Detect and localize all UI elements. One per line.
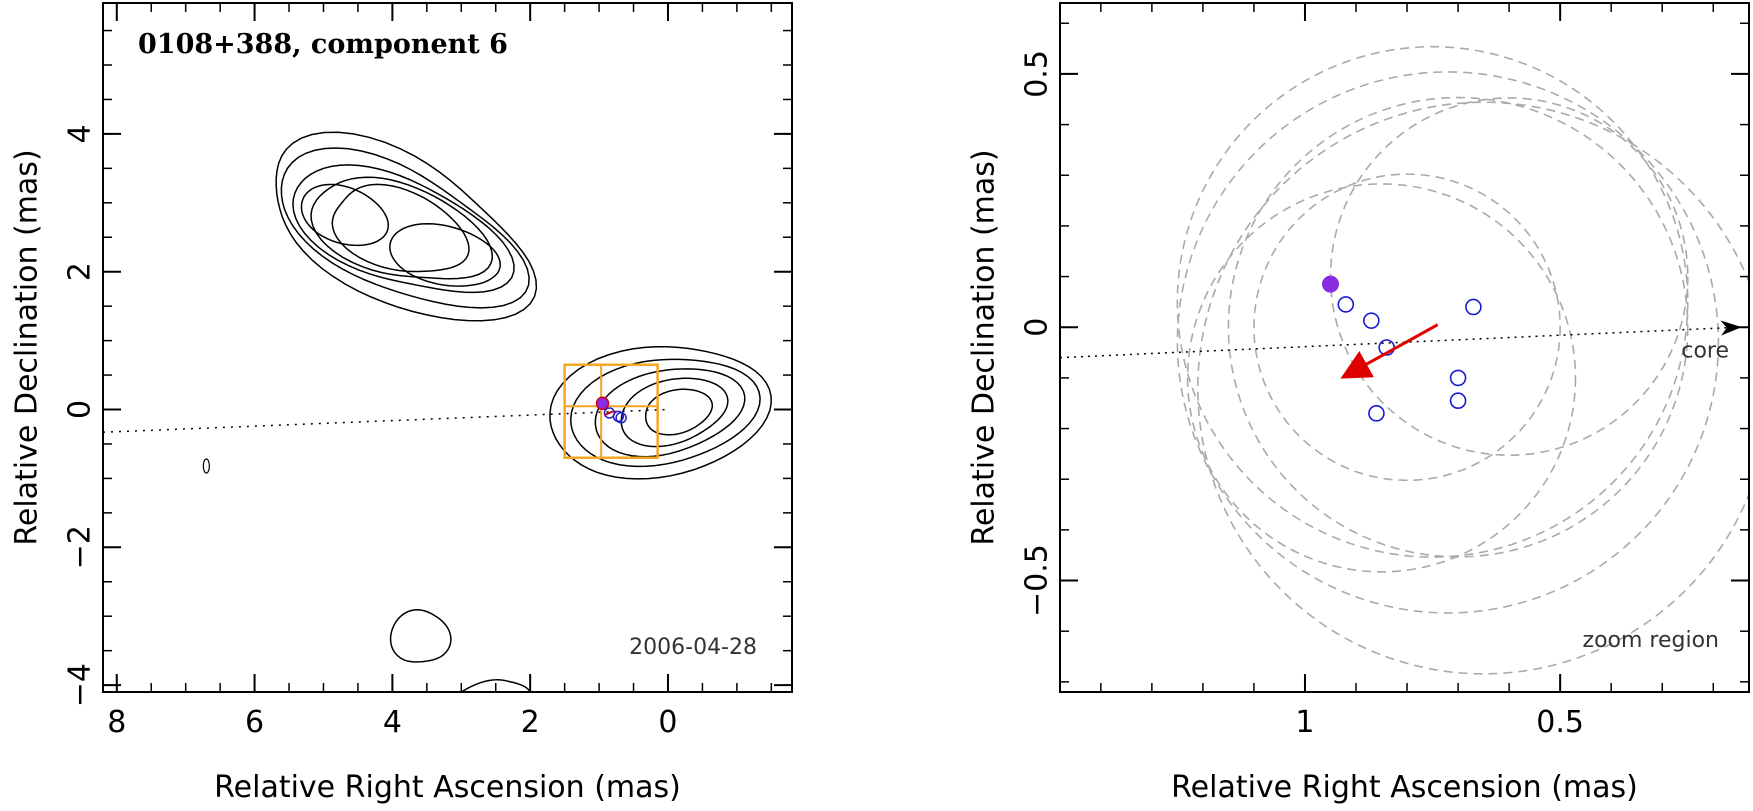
beam-circle — [1253, 173, 1561, 482]
left-panel: 0108+388, component 6 2006-04-28 8 6 4 2 0 4 2 0 −… — [10, 2, 793, 805]
left-xtick-label: 2 — [521, 705, 540, 740]
beam-circle — [1227, 96, 1689, 558]
motion-arrow — [1340, 323, 1439, 379]
zoom-region-label: zoom region — [1583, 628, 1719, 653]
jet-axis-line — [1060, 320, 1742, 359]
right-xlabel: Relative Right Ascension (mas) — [1171, 770, 1638, 805]
contour-small-island — [202, 458, 210, 474]
contour-northern-lobe — [280, 147, 530, 309]
motion-arrow-small — [604, 409, 615, 416]
right-xtick-label: 0.5 — [1536, 705, 1584, 740]
left-xtick-label: 6 — [245, 705, 264, 740]
right-ytick-label: 0.5 — [1020, 50, 1055, 98]
contour-northern-lobe — [331, 183, 470, 273]
left-plot-area — [103, 131, 772, 692]
contour-northern-lobe — [292, 164, 515, 294]
contour-core-region — [644, 388, 714, 436]
right-ytick-label: −0.5 — [1020, 544, 1055, 617]
open-point — [1363, 312, 1380, 329]
zoom-box — [563, 363, 659, 459]
open-point — [1449, 392, 1467, 409]
left-xtick-label: 0 — [658, 705, 677, 740]
right-frame — [1059, 2, 1750, 693]
left-ytick-label: −2 — [63, 525, 98, 569]
left-ylabel: Relative Declination (mas) — [10, 149, 45, 545]
right-ytick-label: 0 — [1020, 318, 1055, 337]
jet-axis-line — [103, 408, 669, 433]
right-xtick-label: 1 — [1295, 705, 1314, 740]
contour-core-region — [594, 368, 746, 458]
left-ytick-label: 2 — [63, 262, 98, 281]
left-ytick-label: −4 — [63, 663, 98, 707]
filled-point — [1321, 275, 1339, 293]
contour-northern-lobe — [275, 131, 538, 322]
contour-core-region — [570, 358, 761, 468]
open-point — [1449, 369, 1467, 387]
left-xtick-label: 8 — [107, 705, 126, 740]
open-point — [1368, 405, 1385, 422]
component-marker — [615, 412, 627, 424]
beam-circle — [1186, 183, 1577, 573]
left-xlabel: Relative Right Ascension (mas) — [214, 770, 681, 805]
contour-northern-lobe — [310, 176, 494, 280]
epoch-label: 2006-04-28 — [629, 635, 757, 660]
chart-title: 0108+388, component 6 — [138, 29, 508, 60]
core-label: core — [1681, 339, 1729, 364]
right-panel: core zoom region 1 0.5 0.5 0 −0.5 Relative Righ… — [967, 2, 1750, 805]
open-point — [1337, 296, 1355, 313]
beam-circle — [1176, 71, 1720, 614]
beam-circle — [1329, 97, 1689, 457]
contour-southern-blob — [389, 609, 452, 663]
component-marker — [595, 396, 610, 411]
right-ylabel: Relative Declination (mas) — [967, 149, 1002, 545]
left-xtick-label: 4 — [383, 705, 402, 740]
contour-northern-lobe-inner — [389, 222, 501, 287]
open-point — [1465, 298, 1482, 316]
left-frame — [102, 2, 793, 693]
beam-circle — [1176, 45, 1689, 558]
contour-core-region — [620, 377, 729, 448]
contour-core-region — [549, 345, 772, 480]
right-plot-area — [1060, 45, 1749, 675]
left-ytick-label: 4 — [63, 124, 98, 143]
left-ytick-label: 0 — [63, 400, 98, 419]
contour-northern-lobe-inner — [300, 183, 390, 247]
contour-bottom-edge — [460, 678, 531, 692]
